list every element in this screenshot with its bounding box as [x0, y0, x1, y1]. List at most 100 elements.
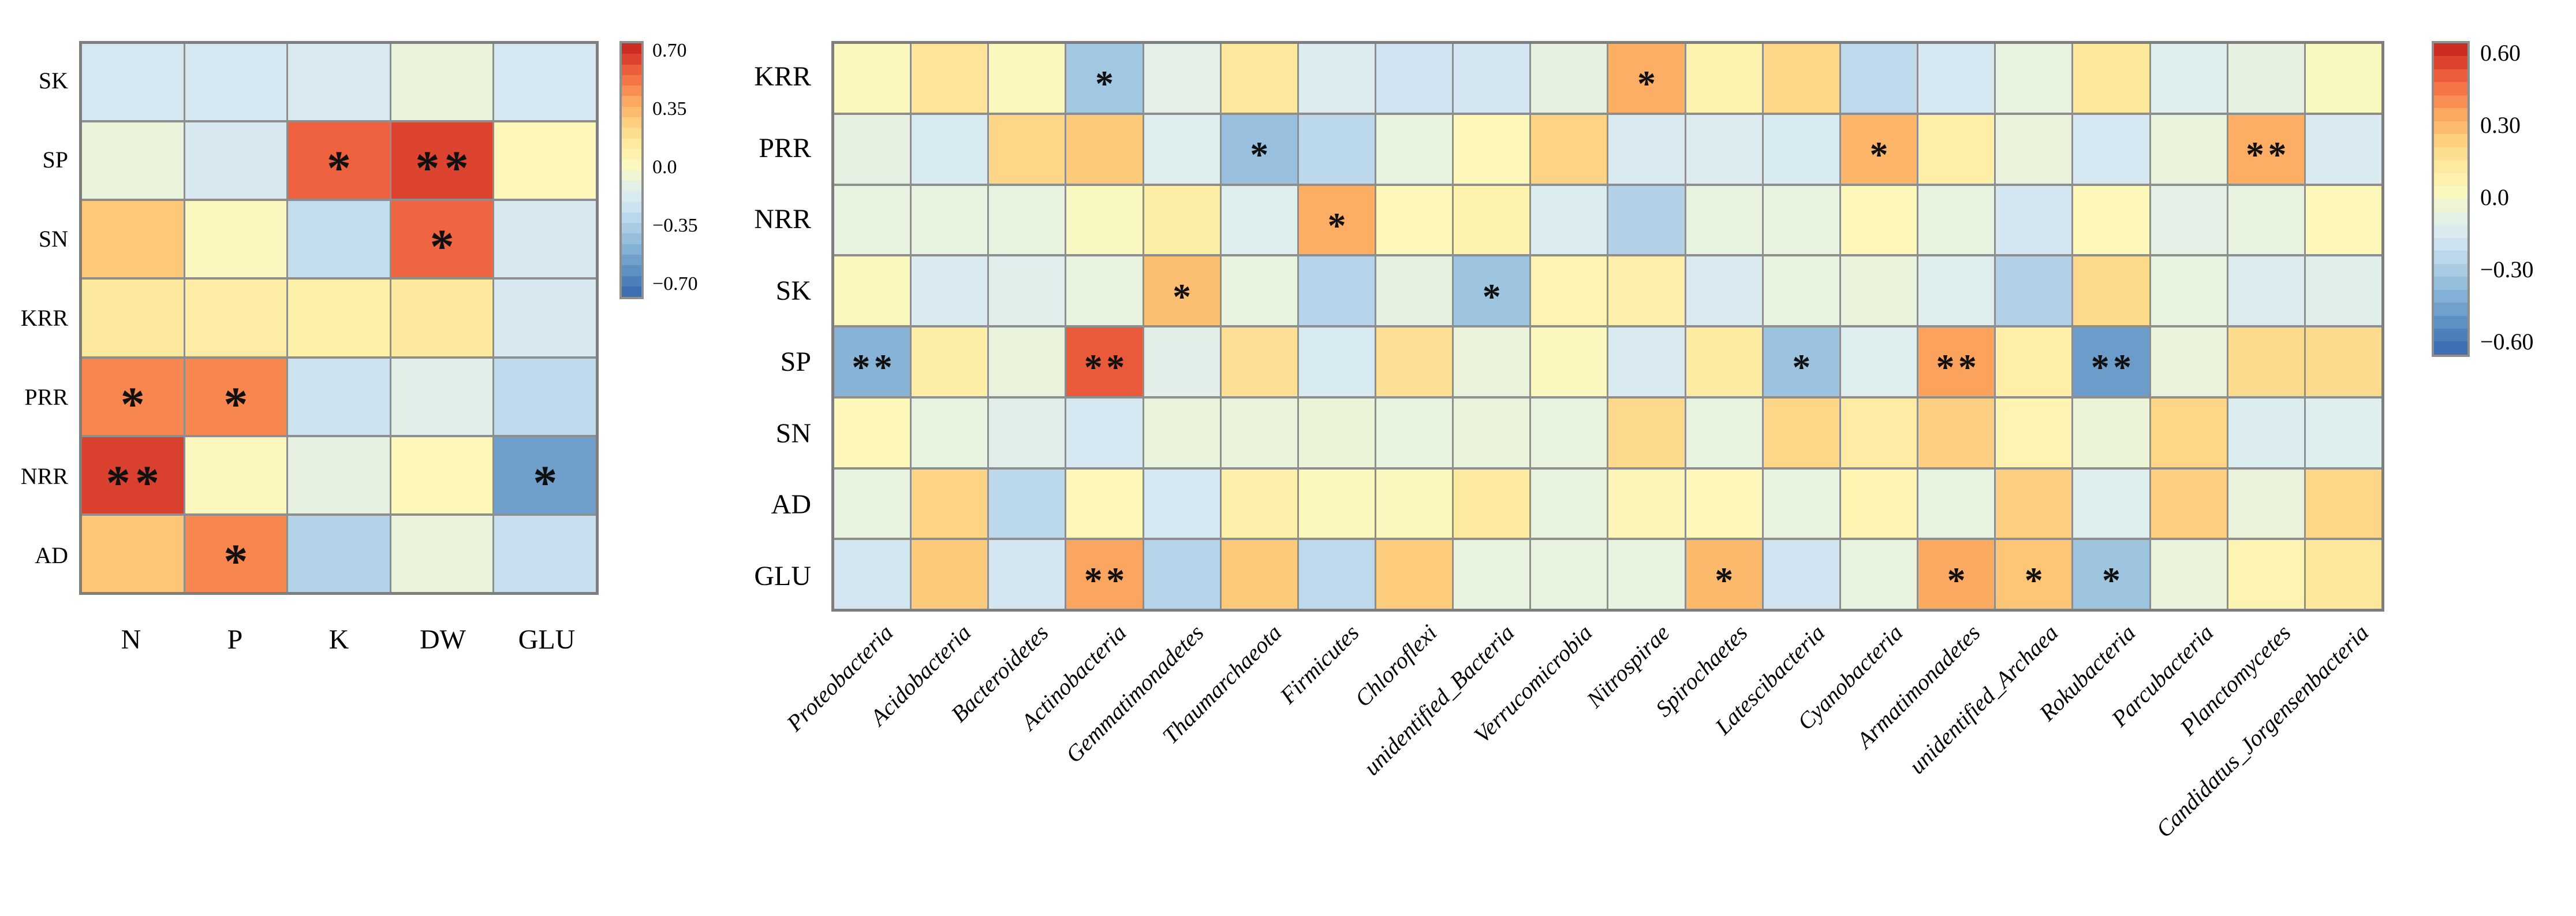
heatmap-cell: *	[185, 358, 287, 435]
heatmap-cell: *	[1066, 44, 1143, 113]
heatmap-cell	[1686, 185, 1762, 255]
significance-marker: *	[1250, 134, 1272, 176]
heatmap-cell	[1376, 398, 1453, 467]
heatmap-cell	[1221, 469, 1297, 538]
heatmap-cell	[2228, 44, 2304, 113]
significance-marker: *	[1715, 559, 1737, 601]
heatmap-cell	[1763, 540, 1839, 609]
heatmap-cell	[1298, 256, 1375, 325]
significance-marker: **	[1084, 347, 1129, 388]
heatmap-cell	[2073, 256, 2149, 325]
colorbar-segment	[2434, 185, 2467, 199]
heatmap-cell	[2305, 469, 2381, 538]
heatmap-cell: *	[185, 515, 287, 592]
heatmap-cell	[1763, 398, 1839, 467]
heatmap-cell	[1918, 185, 1995, 255]
heatmap-cell	[82, 44, 184, 121]
heatmap-cell	[1918, 469, 1995, 538]
colorbar-tick-label: 0.35	[652, 98, 687, 120]
heatmap-cell: *	[1996, 540, 2072, 609]
heatmap-cell	[1531, 44, 1607, 113]
heatmap-cell: **	[2228, 114, 2304, 184]
heatmap-cell	[1144, 114, 1220, 184]
colorbar-segment	[622, 254, 641, 266]
colorbar-segment	[2434, 211, 2467, 225]
heatmap-cell	[494, 515, 596, 592]
heatmap-cell	[1066, 256, 1143, 325]
heatmap-cell	[1840, 327, 1917, 396]
heatmap-cell	[391, 280, 493, 356]
heatmap-cell	[1066, 469, 1143, 538]
heatmap-cell	[1608, 256, 1685, 325]
heatmap-cell	[391, 358, 493, 435]
significance-marker: *	[223, 377, 253, 431]
colorbar-tick-label: −0.60	[2480, 329, 2534, 355]
heatmap-cell	[1918, 114, 1995, 184]
heatmap-cell	[1840, 398, 1917, 467]
heatmap-cell	[1454, 185, 1530, 255]
heatmap-cell	[2305, 185, 2381, 255]
colorbar-tick-label: 0.0	[652, 157, 677, 178]
heatmap-cell	[82, 201, 184, 278]
colorbar-tick-label: −0.30	[2480, 256, 2534, 282]
heatmap-cell	[1531, 540, 1607, 609]
heatmap-cell	[1144, 398, 1220, 467]
heatmap-cell	[1840, 256, 1917, 325]
heatmap-cell	[1918, 256, 1995, 325]
heatmap-cell	[185, 437, 287, 513]
heatmap-cell	[1608, 398, 1685, 467]
column-label: unidentified_Bacteria	[1358, 619, 1520, 781]
heatmap-cell	[288, 437, 390, 513]
colorbar-segment	[2434, 147, 2467, 161]
colorbar-segment	[2434, 289, 2467, 303]
heatmap-cell	[2073, 469, 2149, 538]
heatmap-cell: *	[1763, 327, 1839, 396]
colorbar-segment	[622, 170, 641, 181]
heatmap-cell: *	[2073, 540, 2149, 609]
heatmap-cell	[1763, 44, 1839, 113]
colorbar-segment	[622, 85, 641, 96]
column-label: Thaumarchaeota	[1157, 619, 1287, 749]
heatmap-cell	[912, 327, 988, 396]
row-label: SK	[775, 275, 811, 306]
heatmap-cell	[834, 114, 910, 184]
heatmap-cell	[1840, 469, 1917, 538]
heatmap-cell	[989, 469, 1065, 538]
heatmap-cell	[2228, 185, 2304, 255]
colorbar	[2432, 41, 2470, 357]
heatmap-cell	[1298, 540, 1375, 609]
colorbar-segment	[622, 233, 641, 244]
heatmap-cell	[912, 44, 988, 113]
heatmap-cell	[1454, 44, 1530, 113]
column-label: Parcubacteria	[2106, 619, 2219, 732]
column-label: GLU	[518, 624, 576, 655]
column-label: DW	[420, 624, 466, 655]
heatmap-cell: **	[834, 327, 910, 396]
heatmap-cell: *	[288, 122, 390, 199]
column-label: Candidatus_Jorgensenbacteria	[2151, 619, 2374, 843]
heatmap-cell: *	[82, 358, 184, 435]
row-label: KRR	[754, 61, 811, 92]
significance-marker: **	[2246, 134, 2290, 176]
column-label: Gemmatimonadetes	[1061, 619, 1209, 768]
heatmap-cell	[1066, 398, 1143, 467]
row-label: AD	[35, 542, 68, 568]
heatmap-cell	[288, 358, 390, 435]
heatmap-cell	[1686, 469, 1762, 538]
colorbar-segment	[2434, 173, 2467, 186]
heatmap-cell	[1531, 114, 1607, 184]
heatmap-cell	[989, 114, 1065, 184]
heatmap-cell	[1686, 256, 1762, 325]
heatmap-cell	[1996, 44, 2072, 113]
heatmap-cell	[1221, 185, 1297, 255]
colorbar-segment	[622, 180, 641, 192]
row-label: NRR	[754, 204, 811, 235]
heatmap-cell	[1763, 114, 1839, 184]
heatmap-cell	[989, 327, 1065, 396]
colorbar-segment	[622, 286, 641, 297]
row-label: SN	[775, 418, 811, 449]
correlation-grid: * * * * ** * * * ** ** * ** ** ** * * * *	[831, 41, 2384, 612]
significance-marker: *	[533, 456, 562, 510]
colorbar-segment	[622, 128, 641, 139]
